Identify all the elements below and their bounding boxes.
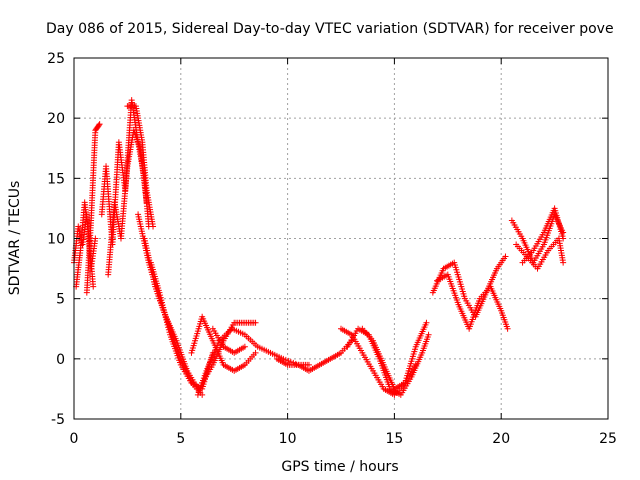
y-tick-label: 5 xyxy=(56,292,65,308)
data-point xyxy=(95,122,102,129)
data-point xyxy=(92,235,99,242)
y-tick-label: 0 xyxy=(56,352,65,368)
data-point xyxy=(75,223,82,230)
data-point xyxy=(96,121,103,128)
y-tick-label: -5 xyxy=(51,412,65,428)
data-point xyxy=(75,226,82,233)
y-tick-label: 15 xyxy=(47,171,65,187)
series-arc-m xyxy=(209,325,248,356)
series-arc-k xyxy=(188,313,259,374)
data-point xyxy=(502,253,509,260)
series-arc-v xyxy=(519,205,567,266)
data-point xyxy=(241,343,248,350)
series-arc-e xyxy=(105,127,150,278)
data-point xyxy=(504,325,511,332)
data-point xyxy=(560,235,567,242)
data-point xyxy=(252,349,259,356)
series-arc-h xyxy=(141,235,201,392)
series-arc-q xyxy=(359,319,430,392)
grid-lines xyxy=(74,58,608,419)
series-arc-f xyxy=(124,103,157,230)
series-arc-s xyxy=(434,271,511,332)
x-tick-label: 20 xyxy=(492,431,510,447)
data-point xyxy=(305,361,312,368)
data-points xyxy=(71,97,567,398)
y-axis-label: SDTVAR / TECUs xyxy=(7,181,23,296)
y-tick-label: 20 xyxy=(47,111,65,127)
data-point xyxy=(90,283,97,290)
series-arc-n xyxy=(273,337,355,374)
y-tick-label: 10 xyxy=(47,232,65,248)
data-point xyxy=(252,319,259,326)
series-arc-p xyxy=(344,325,432,398)
x-tick-label: 15 xyxy=(385,431,403,447)
series-arc-c xyxy=(83,121,103,296)
series-arc-g xyxy=(135,211,206,398)
data-point xyxy=(560,259,567,266)
series-arc-r xyxy=(429,253,509,320)
data-point xyxy=(425,331,432,338)
x-tick-label: 5 xyxy=(176,431,185,447)
x-tick-label: 25 xyxy=(599,431,617,447)
axis-ticks: 0 5 10 15 20 25 -5 0 5 10 15 20 25 xyxy=(47,51,617,447)
data-point xyxy=(423,319,430,326)
x-axis-label: GPS time / hours xyxy=(281,459,398,475)
data-point xyxy=(150,223,157,230)
series-arc-u xyxy=(513,235,567,272)
x-tick-label: 0 xyxy=(70,431,79,447)
chart-title: Day 086 of 2015, Sidereal Day-to-day VTE… xyxy=(46,21,614,37)
x-tick-label: 10 xyxy=(279,431,297,447)
y-tick-label: 25 xyxy=(47,51,65,67)
